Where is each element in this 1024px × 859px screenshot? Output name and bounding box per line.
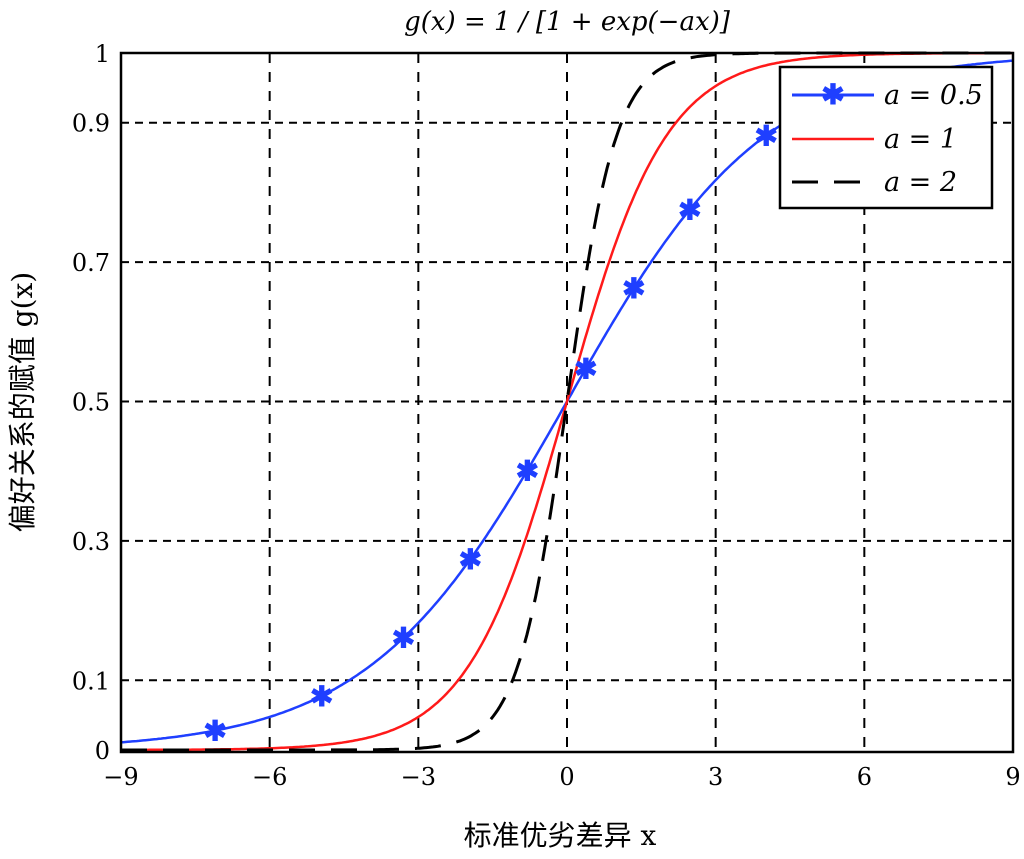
chart-title: g(x) = 1 / [1 + exp(−ax)] xyxy=(404,7,731,37)
tick-labels: −9 −6 −3 0 3 6 9 0 0.1 0.3 0.5 0.7 0.9 1 xyxy=(72,40,1021,791)
data-point-marker: ✱ xyxy=(310,680,333,713)
data-point-marker: ✱ xyxy=(754,119,777,152)
legend: ✱ a = 0.5 a = 1 a = 2 xyxy=(778,65,994,210)
data-point-marker: ✱ xyxy=(678,193,701,226)
x-tick-label: 6 xyxy=(857,763,872,791)
data-point-marker: ✱ xyxy=(516,454,539,487)
y-tick-label: 0.1 xyxy=(72,667,110,695)
series-line-a1 xyxy=(121,51,1013,752)
legend-label-a1: a = 1 xyxy=(884,124,957,155)
x-axis-label: 标准优劣差异 x xyxy=(464,819,657,852)
markers: ✱ ✱ ✱ ✱ ✱ ✱ ✱ ✱ ✱ xyxy=(203,119,778,747)
x-tick-label: −3 xyxy=(401,763,436,791)
data-point-marker: ✱ xyxy=(622,272,645,305)
x-tick-label: 9 xyxy=(1005,763,1020,791)
legend-label-a2: a = 2 xyxy=(884,167,957,198)
y-tick-label: 0 xyxy=(95,737,110,765)
y-tick-label: 0.7 xyxy=(72,249,110,277)
y-tick-label: 0.5 xyxy=(72,389,110,417)
x-tick-label: −9 xyxy=(103,763,138,791)
data-point-marker: ✱ xyxy=(203,715,226,748)
x-tick-label: −6 xyxy=(252,763,287,791)
data-point-marker: ✱ xyxy=(574,352,597,385)
plot-frame xyxy=(119,51,1015,754)
y-axis-label: 偏好关系的赋值 g(x) xyxy=(6,272,39,532)
legend-box xyxy=(778,65,994,210)
y-tick-label: 0.3 xyxy=(72,528,110,556)
legend-marker-a05: ✱ xyxy=(821,78,844,111)
y-tick-label: 1 xyxy=(95,40,110,68)
data-point-marker: ✱ xyxy=(459,543,482,576)
legend-label-a05: a = 0.5 xyxy=(884,80,983,111)
x-tick-label: 3 xyxy=(708,763,723,791)
x-tick-label: 0 xyxy=(559,763,574,791)
y-tick-label: 0.9 xyxy=(72,110,110,138)
data-point-marker: ✱ xyxy=(392,622,415,655)
